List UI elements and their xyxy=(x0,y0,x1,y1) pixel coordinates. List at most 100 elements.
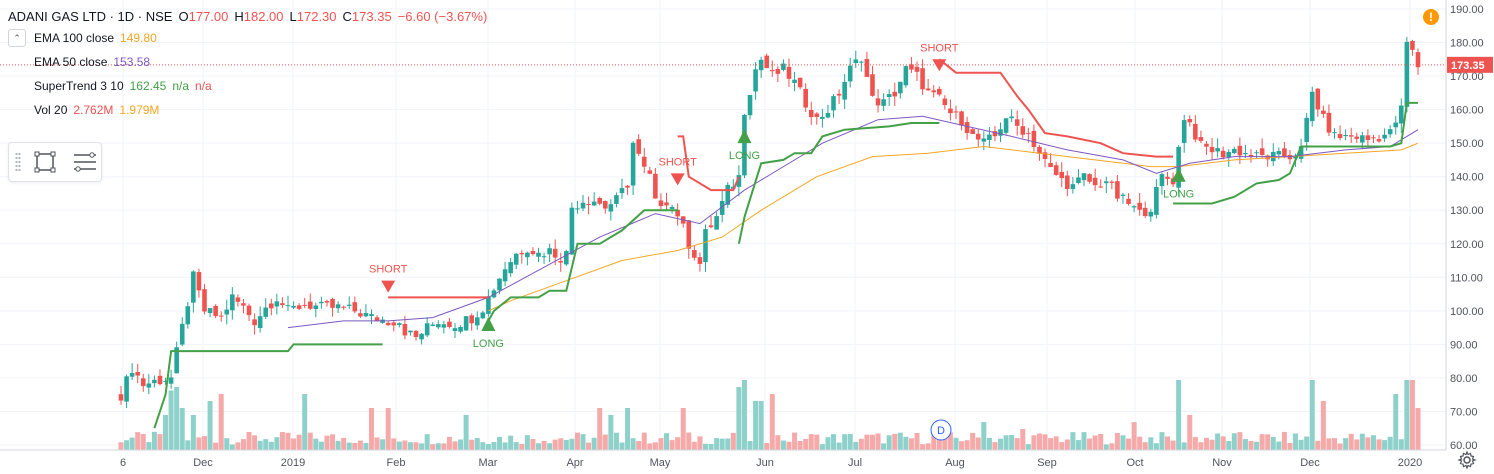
volume-bar xyxy=(318,441,324,450)
candle-body xyxy=(719,200,725,215)
indicator-name: EMA 50 close xyxy=(34,55,108,69)
volume-bar xyxy=(146,442,152,450)
candle-body xyxy=(213,305,218,317)
candle-body xyxy=(408,330,413,333)
collapse-chevron-icon[interactable]: ⌃ xyxy=(8,29,26,47)
volume-bar xyxy=(947,432,953,450)
candle-body xyxy=(875,98,881,106)
candle-body xyxy=(747,94,753,116)
candle-body xyxy=(625,185,630,188)
candle-body xyxy=(458,326,463,332)
volume-bar xyxy=(981,422,987,450)
candle-body xyxy=(413,330,419,338)
candle-body xyxy=(591,201,597,206)
warning-icon[interactable]: ! xyxy=(1423,9,1439,25)
candle-body xyxy=(808,109,814,118)
candle-body xyxy=(235,297,241,302)
candle-body xyxy=(1254,152,1259,154)
candle-body xyxy=(185,306,191,325)
volume-bar xyxy=(1248,440,1254,450)
long-signal-label: LONG xyxy=(1163,189,1194,201)
candle-body xyxy=(870,74,875,96)
volume-bar xyxy=(508,435,514,450)
candle-body xyxy=(280,303,285,306)
x-tick-label: May xyxy=(650,457,671,469)
x-tick-label: 2020 xyxy=(1398,457,1422,469)
volume-bar xyxy=(1081,432,1087,450)
candle-body xyxy=(1198,137,1204,141)
candle-body xyxy=(602,201,608,209)
rectangle-tool-icon[interactable] xyxy=(29,146,61,178)
volume-bar xyxy=(652,442,658,450)
volume-bar xyxy=(491,442,497,450)
volume-bar xyxy=(1031,435,1037,450)
volume-bar xyxy=(1170,440,1176,450)
supertrend-line xyxy=(677,135,740,192)
horizontal-lines-icon[interactable] xyxy=(69,146,101,178)
time-axis xyxy=(0,450,1494,474)
volume-bar xyxy=(235,442,241,450)
indicator-row[interactable]: ⌃ EMA 100 close 149.80 xyxy=(8,26,493,50)
volume-bar xyxy=(1153,443,1159,450)
candle-body xyxy=(1042,152,1048,159)
gear-icon[interactable] xyxy=(1457,450,1477,470)
drawing-toolbox[interactable] xyxy=(8,142,102,182)
candle-body xyxy=(1404,41,1410,107)
x-tick-label: 2019 xyxy=(281,457,305,469)
candle-body xyxy=(346,304,352,306)
candle-body xyxy=(547,248,552,255)
candle-body xyxy=(1382,134,1387,139)
x-tick-label: Apr xyxy=(566,457,583,469)
candle-body xyxy=(931,90,937,93)
y-tick-label: 180.00 xyxy=(1450,38,1484,50)
volume-bar xyxy=(892,433,898,450)
candle-body xyxy=(319,301,324,304)
candle-body xyxy=(196,272,202,291)
volume-bar xyxy=(151,431,157,450)
short-signal-label: SHORT xyxy=(658,156,697,168)
candle-body xyxy=(892,91,898,97)
candle-body xyxy=(1070,184,1076,190)
volume-bar xyxy=(697,436,703,450)
indicator-row[interactable]: EMA 50 close 153.58 xyxy=(8,50,493,74)
candle-body xyxy=(898,81,903,94)
volume-bar xyxy=(1382,440,1388,450)
candle-body xyxy=(274,301,280,307)
volume-bar xyxy=(352,442,358,450)
indicator-row[interactable]: SuperTrend 3 10 162.45 n/a n/a xyxy=(8,74,493,98)
y-tick-label: 120.00 xyxy=(1450,239,1484,251)
volume-bar xyxy=(658,438,664,450)
volume-bar xyxy=(875,433,881,450)
ohlc-value: 177.00 xyxy=(188,9,229,24)
candle-body xyxy=(1165,176,1170,179)
indicator-row[interactable]: Vol 20 2.762M 1.979M xyxy=(8,98,493,122)
candle-body xyxy=(1014,119,1020,126)
candle-body xyxy=(1037,146,1042,154)
volume-bar xyxy=(920,444,926,450)
candle-body xyxy=(435,324,441,328)
candle-body xyxy=(820,116,825,119)
volume-bar xyxy=(252,435,258,450)
candle-body xyxy=(419,333,424,340)
x-tick-label: Nov xyxy=(1212,457,1232,469)
candle-body xyxy=(536,252,541,257)
volume-bar xyxy=(664,433,670,450)
indicator-value: 162.45 xyxy=(129,79,167,93)
volume-bar xyxy=(1036,433,1042,450)
volume-bar xyxy=(636,441,642,450)
drag-handle-icon[interactable] xyxy=(15,152,21,172)
candle-body xyxy=(1399,105,1404,124)
volume-bar xyxy=(1109,443,1115,450)
volume-bar xyxy=(764,443,770,450)
volume-bar xyxy=(836,442,842,450)
candle-body xyxy=(174,347,179,374)
y-tick-label: 190.00 xyxy=(1450,4,1484,16)
candle-body xyxy=(1265,155,1271,160)
indicator-value: 1.979M xyxy=(119,103,160,117)
volume-bar xyxy=(157,434,163,450)
volume-bar xyxy=(368,408,374,450)
candle-body xyxy=(1393,122,1399,128)
volume-bars xyxy=(118,380,1421,450)
candle-body xyxy=(469,315,474,324)
